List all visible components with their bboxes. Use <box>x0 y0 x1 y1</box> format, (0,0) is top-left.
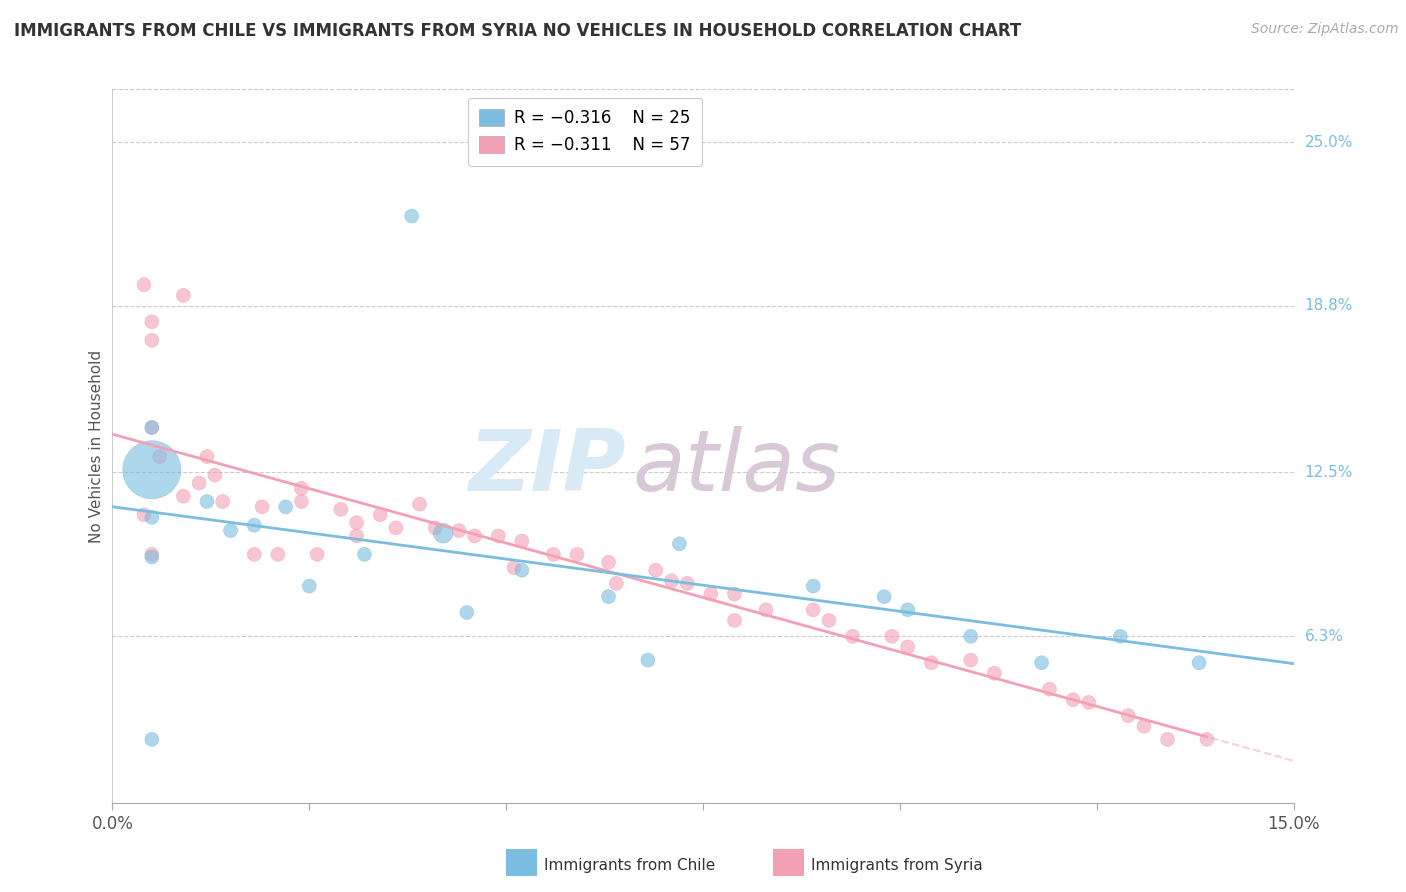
Point <box>1038 682 1060 697</box>
Point <box>1077 695 1099 709</box>
Point <box>464 529 486 543</box>
Point <box>195 450 218 464</box>
Point <box>243 518 266 533</box>
Point <box>959 653 981 667</box>
Text: 25.0%: 25.0% <box>1305 135 1353 150</box>
Point <box>510 563 533 577</box>
Point <box>873 590 896 604</box>
Point <box>897 603 920 617</box>
Point <box>1188 656 1211 670</box>
Point <box>447 524 470 538</box>
Point <box>668 537 690 551</box>
Point <box>290 481 312 495</box>
Point <box>204 468 226 483</box>
Y-axis label: No Vehicles in Household: No Vehicles in Household <box>89 350 104 542</box>
Text: 12.5%: 12.5% <box>1305 465 1353 480</box>
Point <box>195 494 218 508</box>
Point <box>700 587 723 601</box>
Point <box>818 614 841 628</box>
Point <box>243 547 266 561</box>
Point <box>1156 732 1178 747</box>
Point <box>1109 629 1132 643</box>
Point <box>368 508 391 522</box>
Text: Immigrants from Chile: Immigrants from Chile <box>544 858 716 872</box>
Point <box>1116 708 1139 723</box>
Point <box>353 547 375 561</box>
Point <box>543 547 565 561</box>
Text: ZIP: ZIP <box>468 425 626 509</box>
Point <box>141 333 163 347</box>
Text: Immigrants from Syria: Immigrants from Syria <box>811 858 983 872</box>
Point <box>456 606 478 620</box>
Point <box>661 574 683 588</box>
Point <box>141 732 163 747</box>
Point <box>298 579 321 593</box>
Point <box>172 489 194 503</box>
Point <box>723 614 745 628</box>
Point <box>755 603 778 617</box>
Point <box>486 529 509 543</box>
Point <box>983 666 1005 681</box>
Point <box>432 526 454 541</box>
Point <box>644 563 666 577</box>
Text: 6.3%: 6.3% <box>1305 629 1344 644</box>
Point <box>801 603 824 617</box>
Point <box>346 516 368 530</box>
Point <box>267 547 290 561</box>
Point <box>141 549 163 564</box>
Point <box>385 521 408 535</box>
Point <box>141 420 163 434</box>
Point <box>503 560 526 574</box>
Point <box>598 590 620 604</box>
Point <box>510 534 533 549</box>
Point <box>598 555 620 569</box>
Point <box>605 576 627 591</box>
Text: Source: ZipAtlas.com: Source: ZipAtlas.com <box>1251 22 1399 37</box>
Point <box>1133 719 1156 733</box>
Point <box>329 502 352 516</box>
Point <box>274 500 297 514</box>
Point <box>141 315 163 329</box>
Point <box>172 288 194 302</box>
Point <box>801 579 824 593</box>
Text: IMMIGRANTS FROM CHILE VS IMMIGRANTS FROM SYRIA NO VEHICLES IN HOUSEHOLD CORRELAT: IMMIGRANTS FROM CHILE VS IMMIGRANTS FROM… <box>14 22 1021 40</box>
Point <box>920 656 942 670</box>
Point <box>1195 732 1218 747</box>
Point <box>1062 692 1084 706</box>
Point <box>141 420 163 434</box>
Point <box>408 497 430 511</box>
Point <box>897 640 920 654</box>
Point <box>723 587 745 601</box>
Point <box>346 529 368 543</box>
Point <box>565 547 588 561</box>
Point <box>250 500 273 514</box>
Point <box>841 629 863 643</box>
Point <box>637 653 659 667</box>
Point <box>211 494 233 508</box>
Legend: R = −0.316    N = 25, R = −0.311    N = 57: R = −0.316 N = 25, R = −0.311 N = 57 <box>468 97 702 166</box>
Text: atlas: atlas <box>633 425 841 509</box>
Text: 18.8%: 18.8% <box>1305 299 1353 313</box>
Point <box>307 547 329 561</box>
Point <box>132 508 155 522</box>
Point <box>188 475 211 490</box>
Point <box>425 521 447 535</box>
Point <box>880 629 903 643</box>
Point <box>141 463 163 477</box>
Point <box>290 494 312 508</box>
Point <box>401 209 423 223</box>
Point <box>1031 656 1053 670</box>
Point <box>676 576 699 591</box>
Point <box>219 524 242 538</box>
Point <box>959 629 981 643</box>
Point <box>132 277 155 292</box>
Point <box>149 450 172 464</box>
Point <box>141 510 163 524</box>
Point <box>141 547 163 561</box>
